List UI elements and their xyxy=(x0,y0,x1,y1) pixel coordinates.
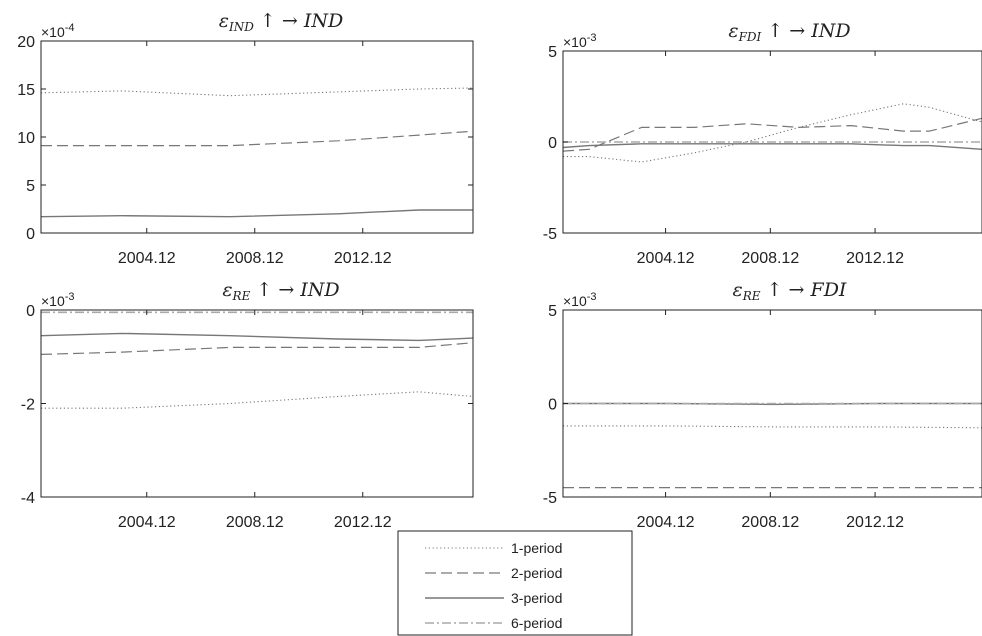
chart-panel-2: -5 0 5 2004.12 2008.12 2012.12 ×10-3 εFDI ↑ → I… xyxy=(543,20,982,267)
x-tick-label: 2004.12 xyxy=(118,514,176,531)
title-target: ↑ → IND xyxy=(761,20,850,42)
axis-multiplier: ×10-3 xyxy=(41,291,75,309)
series-group xyxy=(563,402,982,489)
y-tick-label: 15 xyxy=(17,82,35,99)
x-tick-label: 2008.12 xyxy=(226,250,284,267)
series-group xyxy=(41,87,473,218)
y-tick-label: -4 xyxy=(21,490,35,507)
series-line-2-period xyxy=(41,130,473,147)
title-target: ↑ → FDI xyxy=(761,279,847,301)
y-tick-label: 0 xyxy=(548,397,557,414)
x-tick-label: 2012.12 xyxy=(334,514,392,531)
x-tick-label: 2008.12 xyxy=(741,514,799,531)
series-line-1-period xyxy=(563,425,982,429)
multiplier-base: ×10 xyxy=(563,293,587,309)
chart-panel-4: -5 0 5 2004.12 2008.12 2012.12 ×10-3 εRE ↑ → FD… xyxy=(543,279,982,531)
chart-panel-1: 0 5 10 15 20 2004.12 2008.12 2012.12 ×10-4 εIND ↑… xyxy=(17,10,474,267)
title-symbol: ε xyxy=(219,10,229,32)
y-tick-label: 5 xyxy=(26,178,35,195)
multiplier-base: ×10 xyxy=(41,24,65,40)
y-tick-label: 5 xyxy=(548,44,557,61)
y-tick-label: 0 xyxy=(548,135,557,152)
x-tick-label: 2004.12 xyxy=(118,250,176,267)
y-tick-label: -2 xyxy=(21,397,35,414)
series-line-3-period xyxy=(41,209,473,218)
multiplier-exponent: -3 xyxy=(587,291,597,303)
title-subscript: IND xyxy=(228,20,254,34)
y-tick-label: -5 xyxy=(543,490,557,507)
multiplier-exponent: -3 xyxy=(65,291,75,303)
series-line-1-period xyxy=(41,391,473,409)
title-subscript: RE xyxy=(742,289,761,303)
series-group xyxy=(563,103,982,163)
chart-title: εIND ↑ → IND xyxy=(219,10,343,34)
legend-label: 1-period xyxy=(511,540,562,556)
x-tick-label: 2004.12 xyxy=(637,250,695,267)
series-line-1-period xyxy=(41,87,473,97)
axes-box xyxy=(40,309,474,498)
legend-label: 6-period xyxy=(511,615,562,631)
title-target: ↑ → IND xyxy=(254,10,343,32)
y-tick-label: 0 xyxy=(26,226,35,243)
series-line-2-period xyxy=(563,117,982,152)
y-tick-label: 0 xyxy=(26,303,35,320)
multiplier-exponent: -4 xyxy=(65,22,75,34)
chart-panel-3: -4 -2 0 2004.12 2008.12 2012.12 ×10-3 εRE ↑ → I… xyxy=(21,279,474,531)
y-tick-label: 20 xyxy=(17,34,35,51)
series-line-2-period xyxy=(41,342,473,355)
y-tick-label: 10 xyxy=(17,130,35,147)
legend: 1-period 2-period 3-period 6-period xyxy=(397,530,633,636)
x-tick-label: 2004.12 xyxy=(637,514,695,531)
legend-label: 2-period xyxy=(511,565,562,581)
axis-multiplier: ×10-3 xyxy=(563,32,597,50)
axes-box xyxy=(40,40,474,234)
title-target: ↑ → IND xyxy=(250,279,339,301)
multiplier-base: ×10 xyxy=(41,293,65,309)
series-group xyxy=(41,311,473,409)
series-line-1-period xyxy=(563,103,982,163)
title-symbol: ε xyxy=(222,279,232,301)
x-tick-label: 2012.12 xyxy=(334,250,392,267)
legend-label: 3-period xyxy=(511,590,562,606)
title-subscript: RE xyxy=(232,289,251,303)
y-tick-label: 5 xyxy=(548,303,557,320)
axis-multiplier: ×10-4 xyxy=(41,22,75,40)
title-symbol: ε xyxy=(728,20,738,42)
x-tick-label: 2012.12 xyxy=(846,250,904,267)
axis-multiplier: ×10-3 xyxy=(563,291,597,309)
multiplier-base: ×10 xyxy=(563,34,587,50)
title-symbol: ε xyxy=(733,279,743,301)
multiplier-exponent: -3 xyxy=(587,32,597,44)
chart-title: εRE ↑ → FDI xyxy=(733,279,847,303)
series-line-3-period xyxy=(563,143,982,150)
x-tick-label: 2012.12 xyxy=(846,514,904,531)
series-line-3-period xyxy=(41,332,473,342)
chart-title: εFDI ↑ → IND xyxy=(728,20,850,44)
chart-title: εRE ↑ → IND xyxy=(222,279,339,303)
x-tick-label: 2008.12 xyxy=(741,250,799,267)
y-tick-label: -5 xyxy=(543,226,557,243)
title-subscript: FDI xyxy=(738,30,762,44)
x-tick-label: 2008.12 xyxy=(226,514,284,531)
